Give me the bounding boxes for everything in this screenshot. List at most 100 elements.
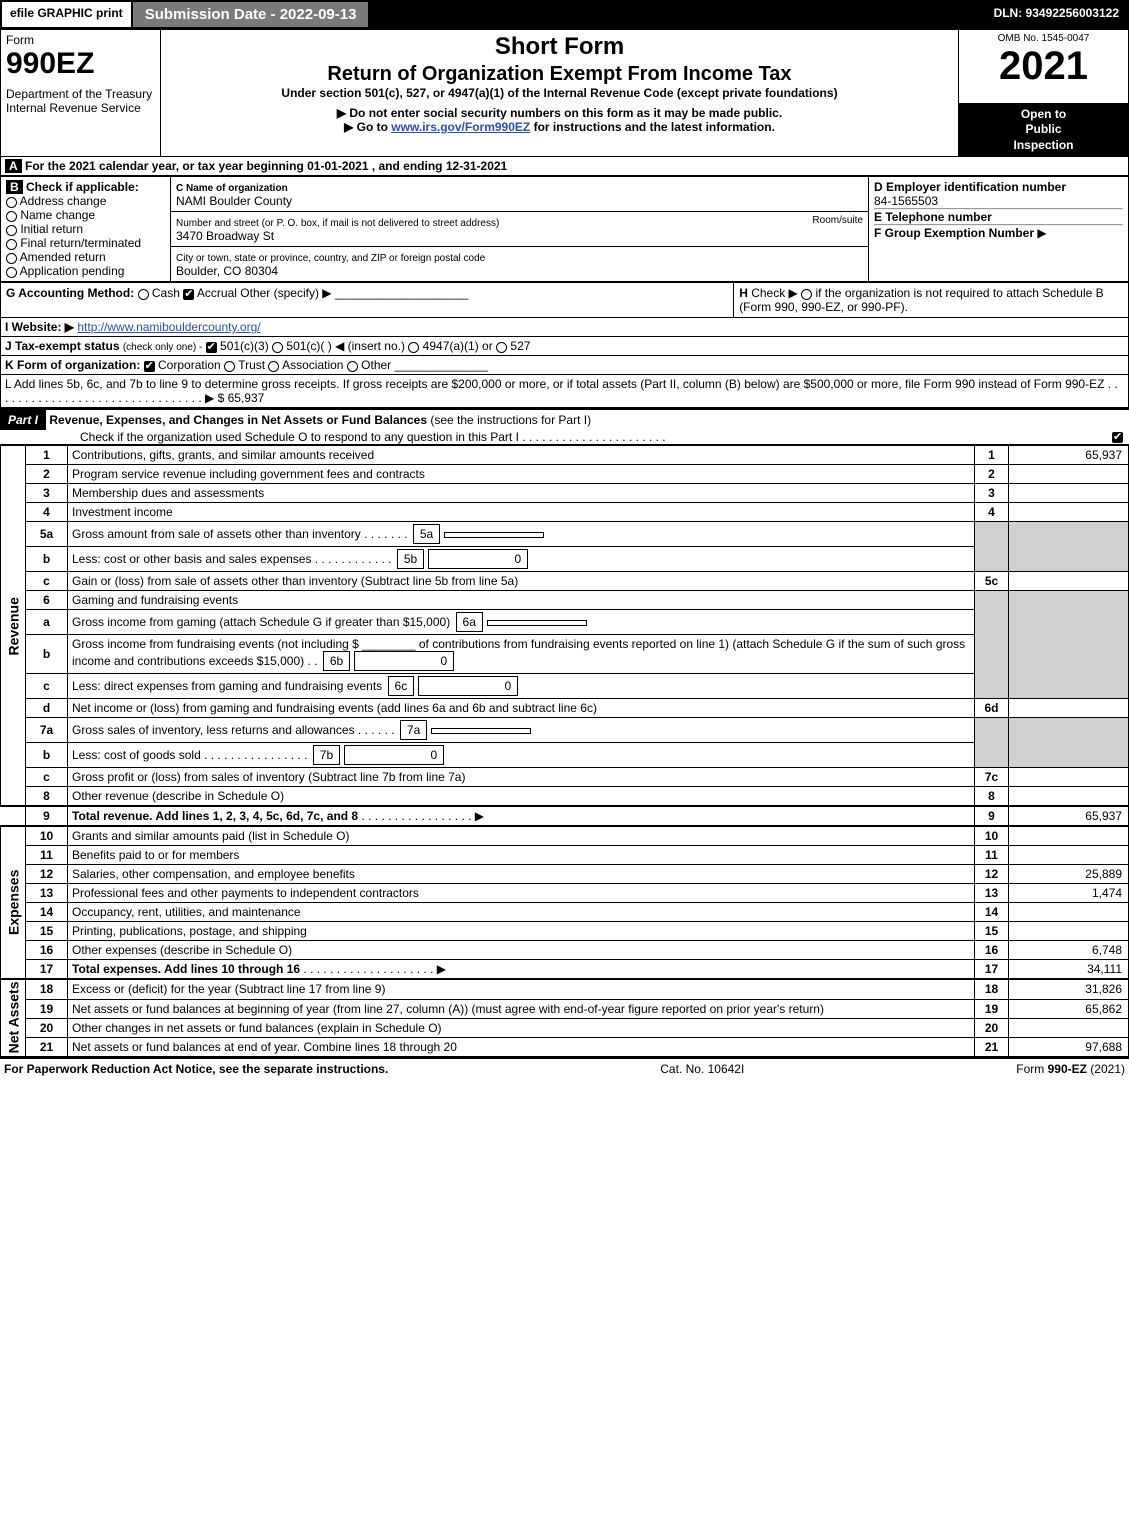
l-text: L Add lines 5b, 6c, and 7b to line 9 to … bbox=[5, 377, 1104, 391]
section-j: J Tax-exempt status (check only one) - 5… bbox=[0, 337, 1129, 356]
org-name: NAMI Boulder County bbox=[176, 194, 292, 208]
ln-6c: c bbox=[26, 674, 68, 699]
part1-header-row: Part I Revenue, Expenses, and Changes in… bbox=[0, 408, 1129, 445]
opt-4947: 4947(a)(1) or bbox=[423, 339, 493, 353]
amt-14 bbox=[1009, 903, 1129, 922]
g-h-row: G Accounting Method: Cash Accrual Other … bbox=[0, 282, 1129, 318]
ln-15: 15 bbox=[26, 922, 68, 941]
h-letter: H bbox=[739, 286, 748, 300]
iv-7a bbox=[431, 728, 531, 734]
desc-6: Gaming and fundraising events bbox=[68, 591, 975, 610]
i-label: I Website: ▶ bbox=[5, 320, 74, 334]
desc-12: Salaries, other compensation, and employ… bbox=[68, 865, 975, 884]
chk-other-org[interactable] bbox=[347, 361, 358, 372]
desc-7c: Gross profit or (loss) from sales of inv… bbox=[68, 768, 975, 787]
opt-accrual: Accrual bbox=[197, 286, 237, 300]
desc-6a: Gross income from gaming (attach Schedul… bbox=[72, 615, 450, 629]
chk-accrual[interactable] bbox=[183, 289, 194, 300]
opt-corporation: Corporation bbox=[158, 358, 221, 372]
room-label: Room/suite bbox=[812, 215, 863, 226]
desc-7a: Gross sales of inventory, less returns a… bbox=[72, 723, 355, 737]
chk-527[interactable] bbox=[496, 342, 507, 353]
iv-6a bbox=[487, 620, 587, 626]
form-number: 990EZ bbox=[6, 47, 155, 81]
desc-4: Investment income bbox=[68, 503, 975, 522]
chk-cash[interactable] bbox=[138, 289, 149, 300]
chk-schedule-b[interactable] bbox=[801, 289, 812, 300]
chk-corporation[interactable] bbox=[144, 361, 155, 372]
ln-17: 17 bbox=[26, 960, 68, 980]
box-4: 4 bbox=[975, 503, 1009, 522]
opt-amended-return: Amended return bbox=[20, 250, 106, 264]
box-3: 3 bbox=[975, 484, 1009, 503]
ln-11: 11 bbox=[26, 846, 68, 865]
ib-6a: 6a bbox=[456, 612, 483, 632]
ln-19: 19 bbox=[26, 999, 68, 1018]
street-value: 3470 Broadway St bbox=[176, 229, 274, 243]
form-title-main: Return of Organization Exempt From Incom… bbox=[166, 61, 953, 86]
ln-5b: b bbox=[26, 547, 68, 572]
box-19: 19 bbox=[975, 999, 1009, 1018]
efile-label[interactable]: efile GRAPHIC print bbox=[0, 0, 133, 29]
desc-1: Contributions, gifts, grants, and simila… bbox=[68, 446, 975, 465]
ln-1: 1 bbox=[26, 446, 68, 465]
chk-association[interactable] bbox=[268, 361, 279, 372]
opt-other-org: Other bbox=[361, 358, 391, 372]
city-label: City or town, state or province, country… bbox=[176, 253, 485, 264]
desc-18: Excess or (deficit) for the year (Subtra… bbox=[68, 979, 975, 999]
opt-501c3: 501(c)(3) bbox=[220, 339, 269, 353]
chk-address-change[interactable] bbox=[6, 197, 17, 208]
iv-6b: 0 bbox=[354, 651, 454, 671]
amt-17: 34,111 bbox=[1009, 960, 1129, 980]
amt-5c bbox=[1009, 572, 1129, 591]
amt-21: 97,688 bbox=[1009, 1037, 1129, 1056]
f-label: F Group Exemption Number bbox=[874, 226, 1034, 240]
opt-cash: Cash bbox=[152, 286, 180, 300]
chk-amended-return[interactable] bbox=[6, 253, 17, 264]
box-8: 8 bbox=[975, 787, 1009, 807]
desc-11: Benefits paid to or for members bbox=[68, 846, 975, 865]
website-link[interactable]: http://www.namibouldercounty.org/ bbox=[77, 320, 260, 334]
ln-6a: a bbox=[26, 610, 68, 635]
box-10: 10 bbox=[975, 826, 1009, 846]
entity-block: B Check if applicable: Address change Na… bbox=[0, 176, 1129, 282]
ln-20: 20 bbox=[26, 1018, 68, 1037]
chk-schedule-o-part1[interactable] bbox=[1112, 432, 1123, 443]
ln-6: 6 bbox=[26, 591, 68, 610]
ln-8: 8 bbox=[26, 787, 68, 807]
ib-6c: 6c bbox=[388, 676, 415, 696]
amt-13: 1,474 bbox=[1009, 884, 1129, 903]
ib-6b: 6b bbox=[323, 651, 350, 671]
ln-14: 14 bbox=[26, 903, 68, 922]
chk-final-return[interactable] bbox=[6, 239, 17, 250]
dept-label: Department of the Treasury bbox=[6, 87, 155, 101]
l-amount: $ 65,937 bbox=[218, 391, 265, 405]
revenue-side-label: Revenue bbox=[1, 446, 26, 807]
desc-5c: Gain or (loss) from sale of assets other… bbox=[68, 572, 975, 591]
chk-501c[interactable] bbox=[272, 342, 283, 353]
desc-6c: Less: direct expenses from gaming and fu… bbox=[72, 679, 382, 693]
desc-16: Other expenses (describe in Schedule O) bbox=[68, 941, 975, 960]
top-bar: efile GRAPHIC print Submission Date - 20… bbox=[0, 0, 1129, 29]
irs-link[interactable]: www.irs.gov/Form990EZ bbox=[391, 120, 530, 134]
amt-20 bbox=[1009, 1018, 1129, 1037]
chk-application-pending[interactable] bbox=[6, 267, 17, 278]
chk-initial-return[interactable] bbox=[6, 225, 17, 236]
chk-name-change[interactable] bbox=[6, 211, 17, 222]
part1-label: Part I bbox=[0, 410, 46, 430]
ln-16: 16 bbox=[26, 941, 68, 960]
amt-9: 65,937 bbox=[1009, 806, 1129, 826]
expenses-side-label: Expenses bbox=[1, 826, 26, 979]
letter-a: A bbox=[5, 159, 22, 173]
chk-trust[interactable] bbox=[224, 361, 235, 372]
amt-12: 25,889 bbox=[1009, 865, 1129, 884]
desc-2: Program service revenue including govern… bbox=[68, 465, 975, 484]
part1-instr: (see the instructions for Part I) bbox=[430, 413, 591, 427]
opt-trust: Trust bbox=[238, 358, 265, 372]
iv-5b: 0 bbox=[428, 549, 528, 569]
box-20: 20 bbox=[975, 1018, 1009, 1037]
tax-year: 2021 bbox=[964, 44, 1123, 89]
chk-501c3[interactable] bbox=[206, 342, 217, 353]
box-6d: 6d bbox=[975, 699, 1009, 718]
chk-4947[interactable] bbox=[408, 342, 419, 353]
